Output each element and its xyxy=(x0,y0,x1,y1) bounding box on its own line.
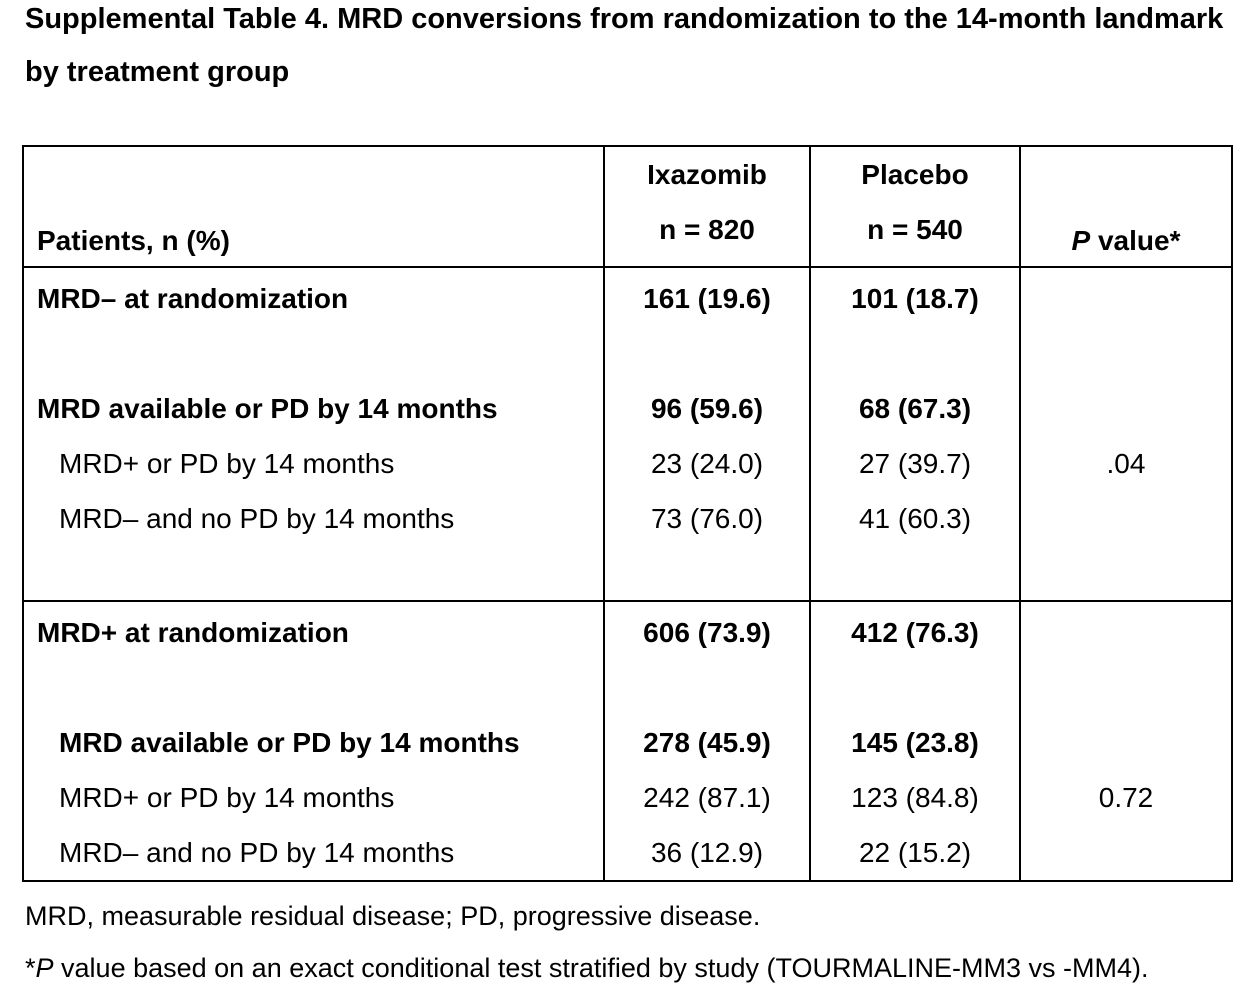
cell-value: 123 (84.8) xyxy=(851,782,979,813)
ixazomib-arm-name: Ixazomib xyxy=(647,159,767,190)
cell-value: 412 (76.3) xyxy=(851,617,979,648)
row-label: MRD– and no PD by 14 months xyxy=(59,837,455,868)
p-value-header-italic-p: P xyxy=(1071,225,1091,256)
cell-value: 27 (39.7) xyxy=(858,448,972,479)
footnote-italic-p: P xyxy=(35,953,54,983)
cell-value: 36 (12.9) xyxy=(650,837,764,868)
section1-ixazomib-cell: 161 (19.6) 96 (59.6) 23 (24.0) 73 (76.0) xyxy=(603,266,811,602)
row-label: MRD+ or PD by 14 months xyxy=(59,448,395,479)
blank-line xyxy=(25,326,602,381)
row-label: MRD available or PD by 14 months xyxy=(59,727,520,758)
row-label: MRD+ or PD by 14 months xyxy=(59,782,395,813)
cell-value: 161 (19.6) xyxy=(643,283,771,314)
p-value-header-rest: value* xyxy=(1090,225,1181,256)
blank-line xyxy=(1022,271,1230,326)
row-label: MRD+ at randomization xyxy=(37,617,349,648)
row-label: MRD– and no PD by 14 months xyxy=(59,503,455,534)
table-title: Supplemental Table 4. MRD conversions fr… xyxy=(25,3,1224,88)
cell-value: 96 (59.6) xyxy=(650,393,764,424)
cell-value: 41 (60.3) xyxy=(858,503,972,534)
cell-value: 242 (87.1) xyxy=(643,782,771,813)
section1-placebo-cell: 101 (18.7) 68 (67.3) 27 (39.7) 41 (60.3) xyxy=(809,266,1021,602)
blank-line xyxy=(606,660,808,715)
placebo-arm-n: n = 540 xyxy=(867,214,963,245)
section1-pvalue-cell: .04 xyxy=(1019,266,1233,602)
cell-value: 145 (23.8) xyxy=(851,727,979,758)
blank-line xyxy=(1022,326,1230,381)
cell-value: 278 (45.9) xyxy=(643,727,771,758)
column-header-patients: Patients, n (%) xyxy=(22,145,605,268)
row-label: MRD– at randomization xyxy=(37,283,349,314)
footnote-asterisk: * xyxy=(25,953,36,983)
section1-labels-cell: MRD– at randomization MRD available or P… xyxy=(22,266,605,602)
p-value: .04 xyxy=(1106,448,1146,479)
blank-line xyxy=(1022,715,1230,770)
cell-value: 22 (15.2) xyxy=(858,837,972,868)
cell-value: 23 (24.0) xyxy=(650,448,764,479)
cell-value: 101 (18.7) xyxy=(851,283,979,314)
cell-value: 606 (73.9) xyxy=(643,617,771,648)
footnote-pvalue-text: value based on an exact conditional test… xyxy=(53,953,1149,983)
placebo-arm-name: Placebo xyxy=(861,159,969,190)
footnote-pvalue-method: *P value based on an exact conditional t… xyxy=(25,942,1148,994)
column-header-ixazomib: Ixazomib n = 820 xyxy=(603,145,811,268)
ixazomib-arm-n: n = 820 xyxy=(659,214,755,245)
blank-line xyxy=(25,660,602,715)
blank-line xyxy=(812,326,1018,381)
blank-line xyxy=(1022,381,1230,436)
blank-line xyxy=(1022,660,1230,715)
column-header-pvalue: P value* xyxy=(1019,145,1233,268)
p-value: 0.72 xyxy=(1098,782,1154,813)
section2-ixazomib-cell: 606 (73.9) 278 (45.9) 242 (87.1) 36 (12.… xyxy=(603,600,811,882)
mrd-conversions-table: Patients, n (%) Ixazomib n = 820 Placebo… xyxy=(22,145,1233,882)
section2-labels-cell: MRD+ at randomization MRD available or P… xyxy=(22,600,605,882)
table-header-row: Patients, n (%) Ixazomib n = 820 Placebo… xyxy=(22,145,1233,268)
cell-value: 68 (67.3) xyxy=(858,393,972,424)
section-mrd-negative-at-randomization: MRD– at randomization MRD available or P… xyxy=(22,266,1233,602)
cell-value: 73 (76.0) xyxy=(650,503,764,534)
footnote-abbreviations: MRD, measurable residual disease; PD, pr… xyxy=(25,901,761,931)
blank-line xyxy=(606,326,808,381)
section-mrd-positive-at-randomization: MRD+ at randomization MRD available or P… xyxy=(22,600,1233,882)
blank-line xyxy=(812,660,1018,715)
section2-placebo-cell: 412 (76.3) 145 (23.8) 123 (84.8) 22 (15.… xyxy=(809,600,1021,882)
section2-pvalue-cell: 0.72 xyxy=(1019,600,1233,882)
row-label: MRD available or PD by 14 months xyxy=(37,393,498,424)
column-header-placebo: Placebo n = 540 xyxy=(809,145,1021,268)
footnotes: MRD, measurable residual disease; PD, pr… xyxy=(25,890,1148,994)
blank-line xyxy=(1022,605,1230,660)
